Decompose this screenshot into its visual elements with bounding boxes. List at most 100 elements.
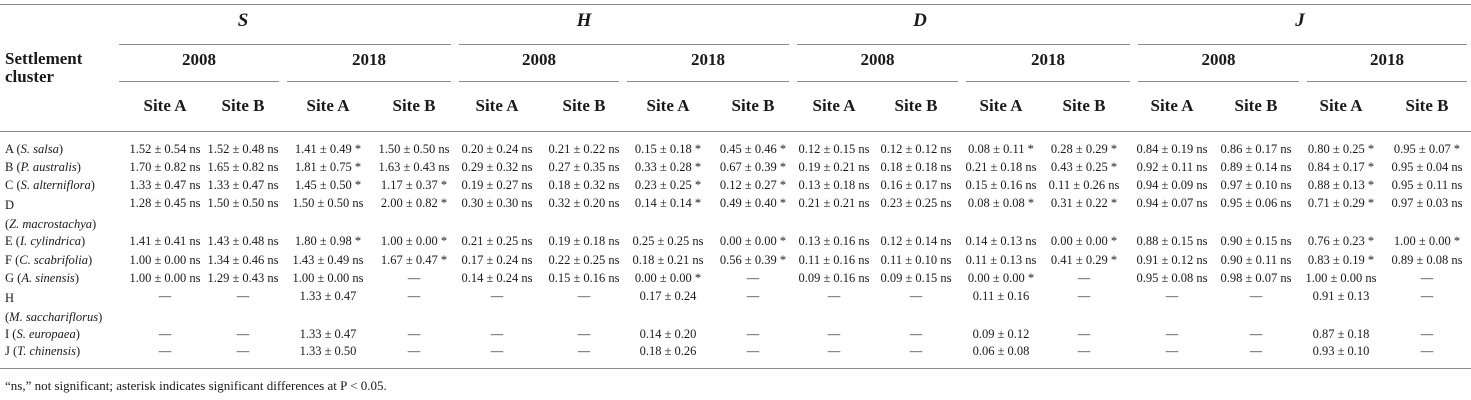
row-code: G: [5, 271, 15, 285]
site-header: Site B: [731, 96, 775, 115]
table-cell: —: [1077, 271, 1091, 285]
row-label: J (T. chinensis): [5, 344, 81, 358]
group-underline: [1138, 44, 1467, 45]
table-cell: 0.06 ± 0.08: [972, 344, 1030, 358]
table-cell: 0.32 ± 0.20 ns: [548, 196, 620, 210]
row-label: H (M. sacchariflorus): [5, 291, 103, 324]
group-underline: [797, 44, 1130, 45]
table-cell: 0.11 ± 0.13 ns: [965, 253, 1037, 267]
table-cell: 0.15 ± 0.16 ns: [965, 178, 1037, 192]
table-cell: 1.00 ± 0.00 ns: [1305, 271, 1377, 285]
row-code: J: [5, 344, 10, 358]
table-cell: 0.31 ± 0.22 *: [1050, 196, 1118, 210]
table-cell: 1.00 ± 0.00 ns: [129, 253, 201, 267]
table-cell: 0.18 ± 0.21 ns: [632, 253, 704, 267]
row-label: E (I. cylindrica): [5, 234, 86, 248]
row-label: B (P. australis): [5, 160, 81, 174]
table-cell: 0.94 ± 0.07 ns: [1136, 196, 1208, 210]
table-cell: 0.12 ± 0.14 ns: [880, 234, 952, 248]
table-cell: 0.00 ± 0.00 *: [719, 234, 787, 248]
row-species: Z. macrostachya: [9, 217, 93, 231]
table-cell: 0.89 ± 0.08 ns: [1391, 253, 1463, 267]
table-cell: 0.00 ± 0.00 *: [634, 271, 702, 285]
table-cell: 1.43 ± 0.49 ns: [292, 253, 364, 267]
table-cell: —: [490, 327, 504, 341]
table-cell: 1.41 ± 0.49 *: [294, 142, 362, 156]
table-cell: 1.81 ± 0.75 *: [294, 160, 362, 174]
table-cell: 0.94 ± 0.09 ns: [1136, 178, 1208, 192]
table-cell: 0.22 ± 0.25 ns: [548, 253, 620, 267]
table-cell: 0.13 ± 0.18 ns: [798, 178, 870, 192]
table-cell: —: [1249, 344, 1263, 358]
row-code: F: [5, 253, 12, 267]
table-cell: —: [158, 289, 172, 303]
table-cell: 0.16 ± 0.17 ns: [880, 178, 952, 192]
year-header: 2008: [182, 50, 216, 69]
table-cell: —: [1420, 327, 1434, 341]
year-underline: [627, 81, 789, 82]
table-cell: 0.93 ± 0.10: [1312, 344, 1370, 358]
table-cell: —: [1420, 344, 1434, 358]
row-code: E: [5, 234, 13, 248]
table-cell: 0.86 ± 0.17 ns: [1220, 142, 1292, 156]
year-underline: [459, 81, 619, 82]
row-label: D (Z. macrostachya): [5, 198, 97, 231]
header-rule: [0, 131, 1471, 132]
table-cell: —: [1165, 327, 1179, 341]
table-cell: —: [407, 271, 421, 285]
group-underline: [119, 44, 451, 45]
table-footnote: “ns,” not significant; asterisk indicate…: [5, 378, 387, 393]
site-header: Site A: [979, 96, 1023, 115]
year-underline: [287, 81, 451, 82]
table-cell: 0.08 ± 0.08 *: [967, 196, 1035, 210]
table-cell: 0.95 ± 0.07 *: [1393, 142, 1461, 156]
group-underline: [459, 44, 789, 45]
table-cell: —: [1165, 344, 1179, 358]
table-cell: —: [1420, 289, 1434, 303]
table-cell: 0.11 ± 0.26 ns: [1048, 178, 1120, 192]
table-cell: 0.23 ± 0.25 ns: [880, 196, 952, 210]
year-header: 2008: [522, 50, 556, 69]
table-cell: 0.80 ± 0.25 *: [1307, 142, 1375, 156]
year-underline: [119, 81, 279, 82]
table-cell: 0.09 ± 0.12: [972, 327, 1030, 341]
row-label: F (C. scabrifolia): [5, 253, 93, 267]
table-cell: 0.21 ± 0.25 ns: [461, 234, 533, 248]
row-label: I (S. europaea): [5, 327, 80, 341]
table-cell: 1.52 ± 0.54 ns: [129, 142, 201, 156]
row-code: C: [5, 178, 14, 192]
table-cell: 0.08 ± 0.11 *: [968, 142, 1034, 156]
year-underline: [797, 81, 958, 82]
year-underline: [966, 81, 1130, 82]
table-cell: 0.00 ± 0.00 *: [967, 271, 1035, 285]
table-cell: 0.98 ± 0.07 ns: [1220, 271, 1292, 285]
year-header: 2018: [1370, 50, 1404, 69]
site-header: Site B: [562, 96, 606, 115]
row-species: M. sacchariflorus: [9, 310, 99, 324]
row-header: Settlement cluster: [5, 49, 83, 86]
table-cell: 0.25 ± 0.25 ns: [632, 234, 704, 248]
table-cell: —: [407, 289, 421, 303]
top-rule: [0, 4, 1471, 5]
table-cell: —: [1249, 327, 1263, 341]
site-header: Site B: [392, 96, 436, 115]
table-cell: 1.65 ± 0.82 ns: [207, 160, 279, 174]
table-cell: 0.15 ± 0.18 *: [634, 142, 702, 156]
table-cell: —: [1249, 289, 1263, 303]
table-cell: 0.41 ± 0.29 *: [1050, 253, 1118, 267]
table-cell: 1.33 ± 0.47: [299, 289, 357, 303]
row-species: T. chinensis: [17, 344, 76, 358]
table-cell: —: [236, 289, 250, 303]
table-cell: 0.12 ± 0.15 ns: [798, 142, 870, 156]
table-cell: 1.33 ± 0.50: [299, 344, 357, 358]
row-species: S. salsa: [20, 142, 59, 156]
table-cell: 0.95 ± 0.08 ns: [1136, 271, 1208, 285]
table-cell: 0.76 ± 0.23 *: [1307, 234, 1375, 248]
table-cell: 0.91 ± 0.13: [1312, 289, 1370, 303]
table-cell: 0.33 ± 0.28 *: [634, 160, 702, 174]
table-cell: —: [1165, 289, 1179, 303]
table-cell: —: [827, 327, 841, 341]
table-cell: 1.41 ± 0.41 ns: [129, 234, 201, 248]
table-cell: 0.12 ± 0.12 ns: [880, 142, 952, 156]
table-cell: 0.92 ± 0.11 ns: [1136, 160, 1208, 174]
